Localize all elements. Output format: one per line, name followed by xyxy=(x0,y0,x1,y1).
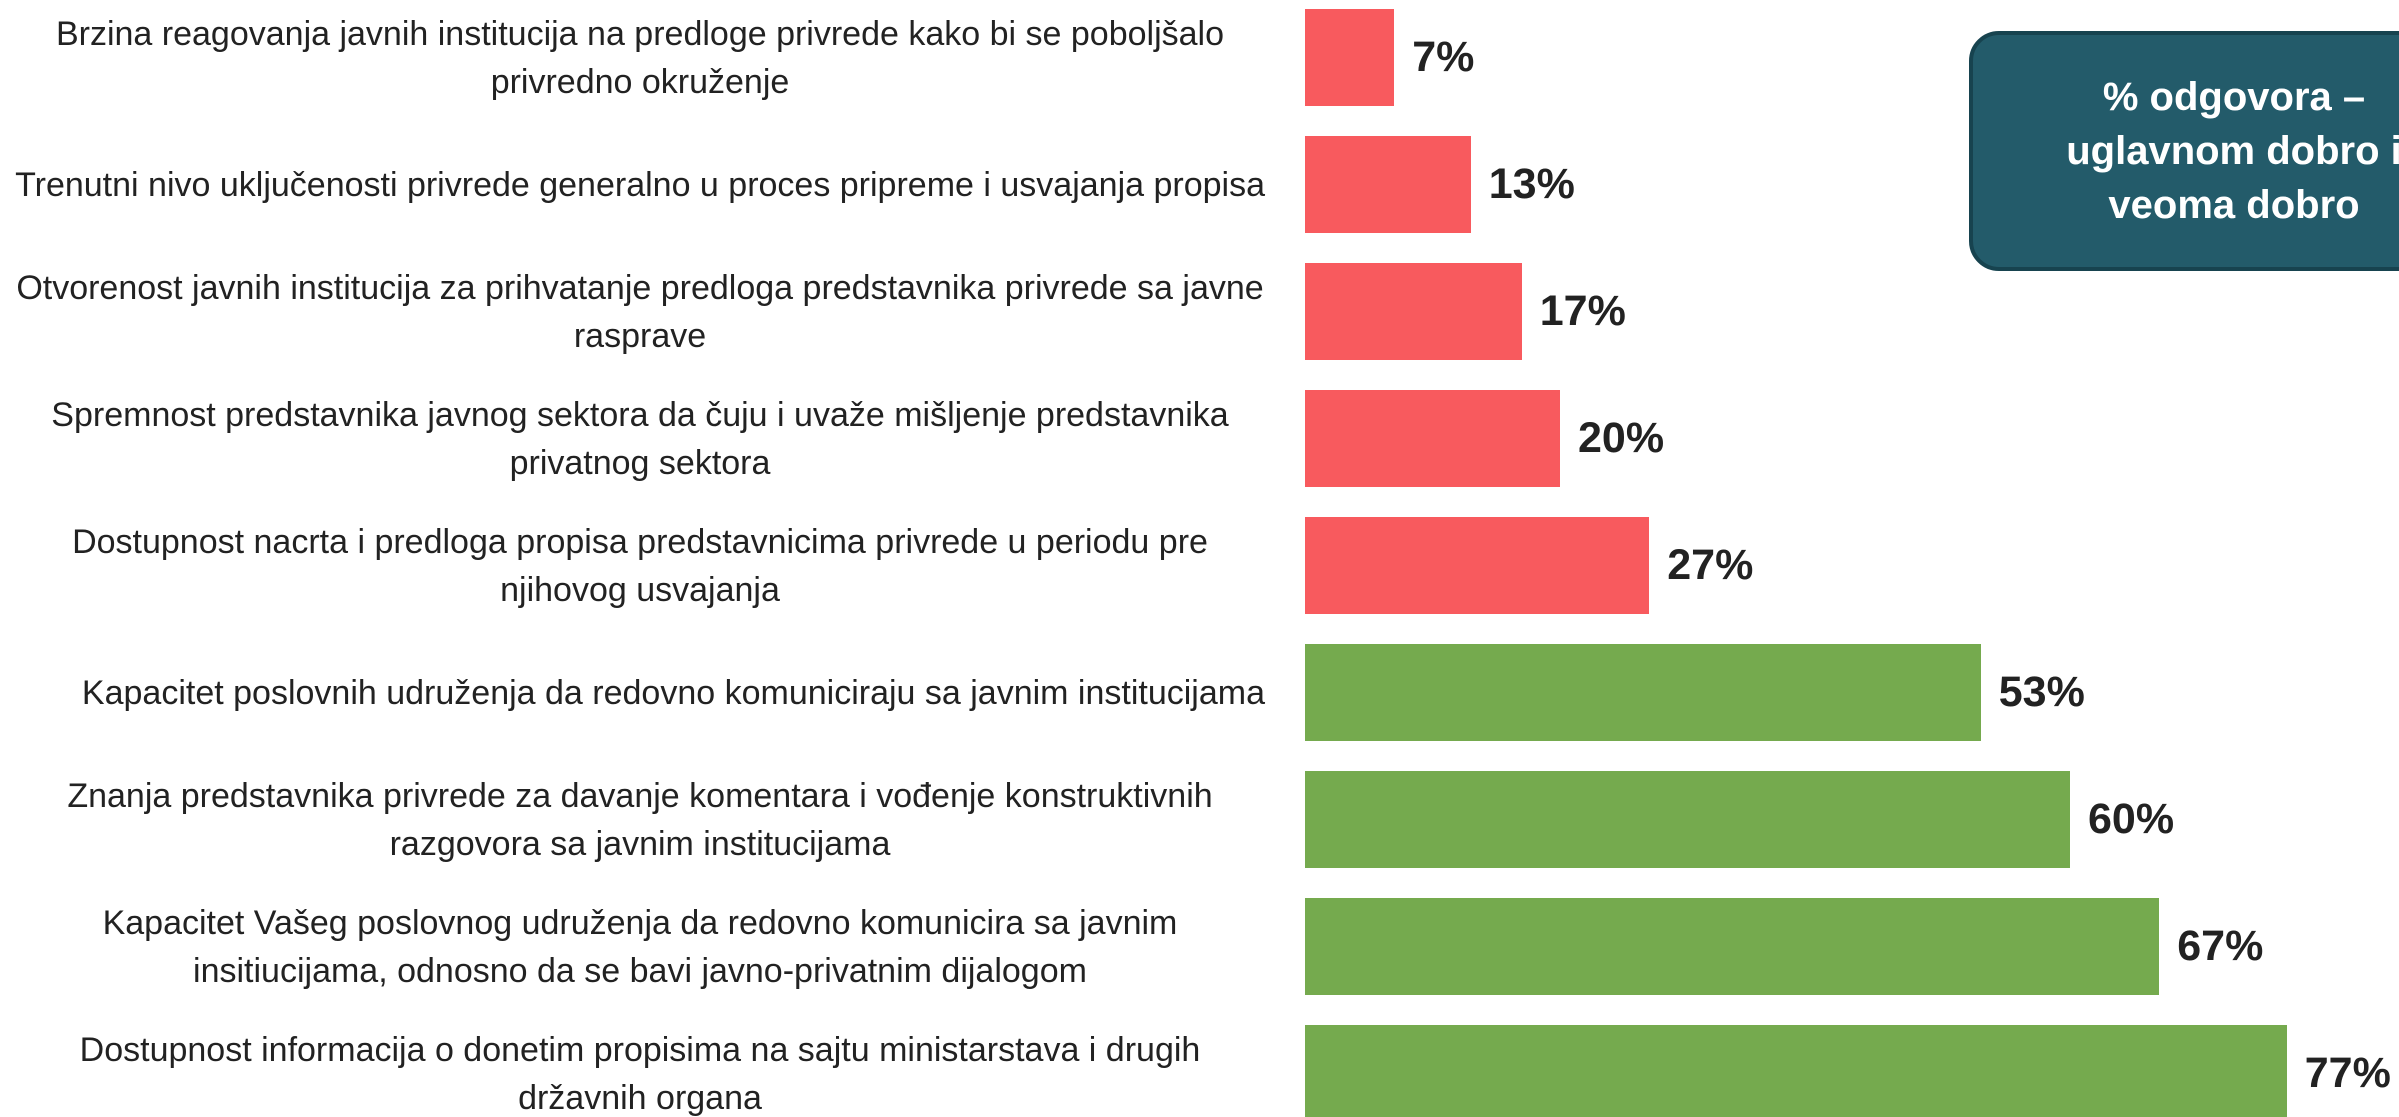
value-label: 13% xyxy=(1488,160,1575,208)
value-label: 77% xyxy=(2304,1049,2391,1097)
bar xyxy=(1305,390,1560,487)
value-label: 17% xyxy=(1539,287,1626,335)
bar xyxy=(1305,898,2160,995)
category-label: Trenutni nivo uključenosti privrede gene… xyxy=(15,165,1265,204)
category-label: Brzina reagovanja javnih institucija na … xyxy=(55,14,1225,101)
category-label-row: Znanja predstavnika privrede za davanje … xyxy=(15,756,1265,883)
value-label: 27% xyxy=(1667,541,1754,589)
category-label: Znanja predstavnika privrede za davanje … xyxy=(67,776,1213,863)
bar xyxy=(1305,517,1650,614)
category-label-row: Brzina reagovanja javnih institucija na … xyxy=(15,0,1265,121)
category-label: Kapacitet poslovnih udruženja da redovno… xyxy=(81,673,1265,712)
category-label: Dostupnost nacrta i predloga propisa pre… xyxy=(72,522,1208,609)
value-label: 53% xyxy=(1998,668,2085,716)
category-label: Kapacitet Vašeg poslovnog udruženja da r… xyxy=(102,903,1178,990)
category-label-row: Otvorenost javnih institucija za prihvat… xyxy=(15,248,1265,375)
value-label: 7% xyxy=(1412,33,1475,81)
value-label: 67% xyxy=(2177,922,2264,970)
bar xyxy=(1305,136,1471,233)
bar xyxy=(1305,9,1395,106)
legend-box: % odgovora – uglavnom dobro i veoma dobr… xyxy=(1969,31,2399,271)
bar xyxy=(1305,263,1522,360)
category-label-row: Kapacitet Vašeg poslovnog udruženja da r… xyxy=(15,883,1265,1010)
bar xyxy=(1305,644,1981,741)
category-label: Spremnost predstavnika javnog sektora da… xyxy=(51,395,1229,482)
category-label: Otvorenost javnih institucija za prihvat… xyxy=(16,268,1264,355)
category-label-row: Kapacitet poslovnih udruženja da redovno… xyxy=(15,629,1265,756)
category-label: Dostupnost informacija o donetim propisi… xyxy=(79,1030,1201,1117)
category-label-row: Trenutni nivo uključenosti privrede gene… xyxy=(15,121,1265,248)
bar xyxy=(1305,771,2070,868)
category-label-row: Spremnost predstavnika javnog sektora da… xyxy=(15,375,1265,502)
value-label: 60% xyxy=(2088,795,2175,843)
bar xyxy=(1305,1025,2287,1117)
category-label-row: Dostupnost nacrta i predloga propisa pre… xyxy=(15,502,1265,629)
value-label: 20% xyxy=(1578,414,1665,462)
category-label-row: Dostupnost informacija o donetim propisi… xyxy=(15,1010,1265,1117)
